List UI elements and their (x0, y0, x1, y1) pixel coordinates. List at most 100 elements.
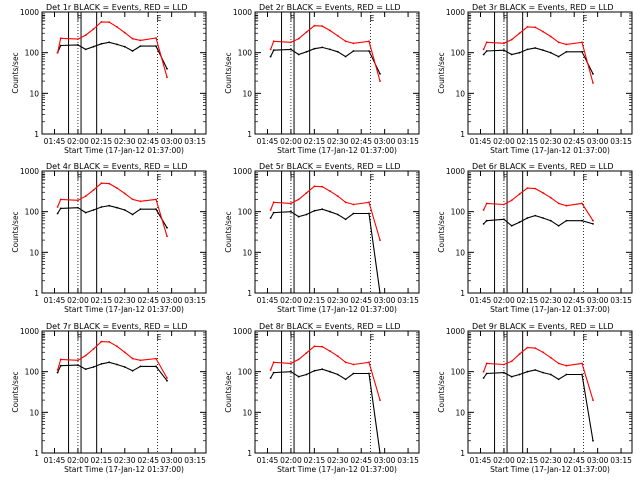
y-tick-label: 1 (460, 289, 465, 298)
chart-title: Det 7r BLACK = Events, RED = LLD (46, 322, 188, 331)
y-axis-label: Counts/sec (11, 52, 20, 93)
marker-label: E (157, 14, 162, 23)
y-tick-label: 100 (25, 208, 40, 217)
x-tick-label: 02:45 (137, 296, 159, 305)
y-axis-label: Counts/sec (11, 211, 20, 252)
series-line-events (483, 47, 594, 75)
marker-label: E (583, 173, 588, 182)
x-tick-label: 02:45 (563, 456, 585, 465)
x-tick-label: 02:15 (517, 456, 539, 465)
x-tick-label: 02:30 (114, 456, 136, 465)
x-tick-label: 01:45 (470, 456, 492, 465)
marker-label: F (503, 14, 507, 23)
x-tick-label: 02:00 (67, 296, 89, 305)
series-line-events (270, 46, 381, 75)
x-tick-label: 02:45 (563, 296, 585, 305)
marker-label: E (583, 333, 588, 342)
series-line-lld (483, 347, 594, 401)
x-tick-label: 03:15 (397, 137, 419, 146)
x-tick-label: 02:15 (517, 137, 539, 146)
y-tick-label: 1 (247, 130, 252, 139)
x-tick-label: 01:45 (44, 296, 66, 305)
x-axis-label: Start Time (17-Jan-12 01:37:00) (277, 305, 397, 314)
marker-label: E (370, 333, 375, 342)
x-tick-label: 03:15 (184, 137, 206, 146)
plot-frame (41, 11, 207, 135)
plot-frame (41, 170, 207, 294)
x-tick-label: 01:45 (470, 296, 492, 305)
marker-label: F (290, 14, 294, 23)
x-tick-label: 02:00 (67, 456, 89, 465)
y-tick-label: 10 (242, 89, 252, 98)
x-tick-label: 02:00 (280, 456, 302, 465)
x-tick-label: 02:45 (137, 137, 159, 146)
series-line-lld (270, 345, 381, 401)
x-tick-label: 02:15 (91, 296, 113, 305)
x-tick-label: 02:15 (517, 296, 539, 305)
x-tick-label: 02:15 (91, 137, 113, 146)
x-tick-label: 03:15 (184, 296, 206, 305)
y-axis-label: Counts/sec (224, 211, 233, 252)
y-tick-label: 1000 (233, 167, 252, 176)
x-tick-label: 01:45 (44, 137, 66, 146)
plot-frame (254, 11, 420, 135)
x-tick-label: 01:45 (257, 137, 279, 146)
x-tick-label: 02:30 (540, 137, 562, 146)
y-tick-label: 1 (460, 130, 465, 139)
x-tick-label: 03:15 (610, 296, 632, 305)
chart-title: Det 2r BLACK = Events, RED = LLD (259, 3, 401, 12)
x-tick-label: 02:45 (350, 296, 372, 305)
y-tick-label: 10 (455, 89, 465, 98)
y-tick-label: 1 (460, 449, 465, 458)
series-line-events (483, 215, 594, 227)
y-tick-label: 10 (455, 248, 465, 257)
x-axis-label: Start Time (17-Jan-12 01:37:00) (64, 305, 184, 314)
x-tick-label: 02:30 (327, 296, 349, 305)
y-tick-label: 1000 (233, 327, 252, 336)
marker-label: E (157, 173, 162, 182)
x-tick-label: 02:15 (304, 137, 326, 146)
series-line-lld (270, 25, 381, 82)
x-tick-label: 03:00 (374, 456, 396, 465)
y-tick-label: 100 (25, 368, 40, 377)
y-tick-label: 10 (29, 408, 39, 417)
marker-label: E (370, 173, 375, 182)
y-tick-label: 1000 (446, 167, 465, 176)
x-tick-label: 03:00 (161, 456, 183, 465)
y-axis-label: Counts/sec (224, 52, 233, 93)
x-tick-label: 02:00 (493, 137, 515, 146)
series-line-lld (57, 21, 168, 78)
x-tick-label: 03:15 (397, 296, 419, 305)
x-tick-label: 01:45 (470, 137, 492, 146)
y-tick-label: 1000 (20, 8, 39, 17)
y-tick-label: 100 (451, 368, 466, 377)
series-line-events (57, 361, 168, 382)
x-tick-label: 02:00 (493, 296, 515, 305)
chart-title: Det 1r BLACK = Events, RED = LLD (46, 3, 188, 12)
x-tick-label: 02:30 (540, 456, 562, 465)
y-tick-label: 10 (29, 89, 39, 98)
x-tick-label: 02:30 (114, 137, 136, 146)
y-tick-label: 10 (29, 248, 39, 257)
x-tick-label: 02:00 (280, 137, 302, 146)
y-axis-label: Counts/sec (11, 371, 20, 412)
x-tick-label: 03:00 (161, 296, 183, 305)
chart-title: Det 4r BLACK = Events, RED = LLD (46, 162, 188, 171)
chart-title: Det 5r BLACK = Events, RED = LLD (259, 162, 401, 171)
marker-label: F (77, 14, 81, 23)
x-axis-label: Start Time (17-Jan-12 01:37:00) (64, 146, 184, 155)
y-tick-label: 1 (34, 289, 39, 298)
series-line-events (483, 369, 594, 441)
chart-title: Det 9r BLACK = Events, RED = LLD (472, 322, 614, 331)
x-tick-label: 03:00 (161, 137, 183, 146)
x-tick-label: 03:00 (587, 296, 609, 305)
chart-title: Det 3r BLACK = Events, RED = LLD (472, 3, 614, 12)
series-line-lld (57, 182, 168, 237)
